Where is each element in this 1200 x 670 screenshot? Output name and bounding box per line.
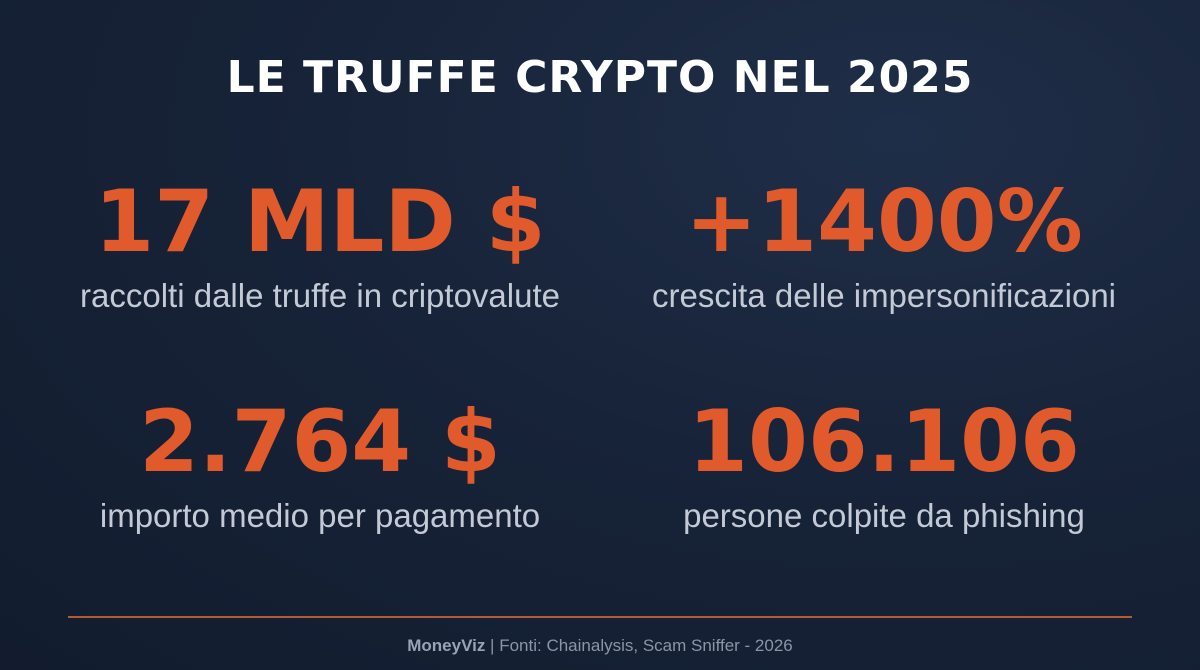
stat-average-payment: 2.764 $ importo medio per pagamento — [20, 392, 620, 536]
footer-separator: | — [485, 636, 500, 655]
brand-name: MoneyViz — [407, 636, 486, 655]
stat-caption: crescita delle impersonificazioni — [651, 277, 1117, 314]
stat-impersonation-growth: +1400% crescita delle impersonificazioni — [584, 172, 1184, 316]
footer-sources: Fonti: Chainalysis, Scam Sniffer - 2026 — [499, 636, 793, 655]
stat-value: +1400% — [685, 172, 1083, 272]
stat-caption: importo medio per pagamento — [99, 497, 541, 534]
footer-divider — [68, 616, 1132, 618]
footer-credits: MoneyViz | Fonti: Chainalysis, Scam Snif… — [0, 634, 1200, 658]
page-title: LE TRUFFE CRYPTO NEL 2025 — [226, 52, 974, 103]
stat-value: 106.106 — [688, 392, 1080, 492]
stat-caption: raccolti dalle truffe in criptovalute — [80, 277, 560, 314]
stat-caption: persone colpite da phishing — [683, 497, 1085, 534]
stat-scam-revenue: 17 MLD $ raccolti dalle truffe in cripto… — [20, 172, 620, 316]
stat-value: 17 MLD $ — [94, 172, 546, 272]
stat-phishing-victims: 106.106 persone colpite da phishing — [584, 392, 1184, 536]
stat-value: 2.764 $ — [139, 392, 501, 492]
